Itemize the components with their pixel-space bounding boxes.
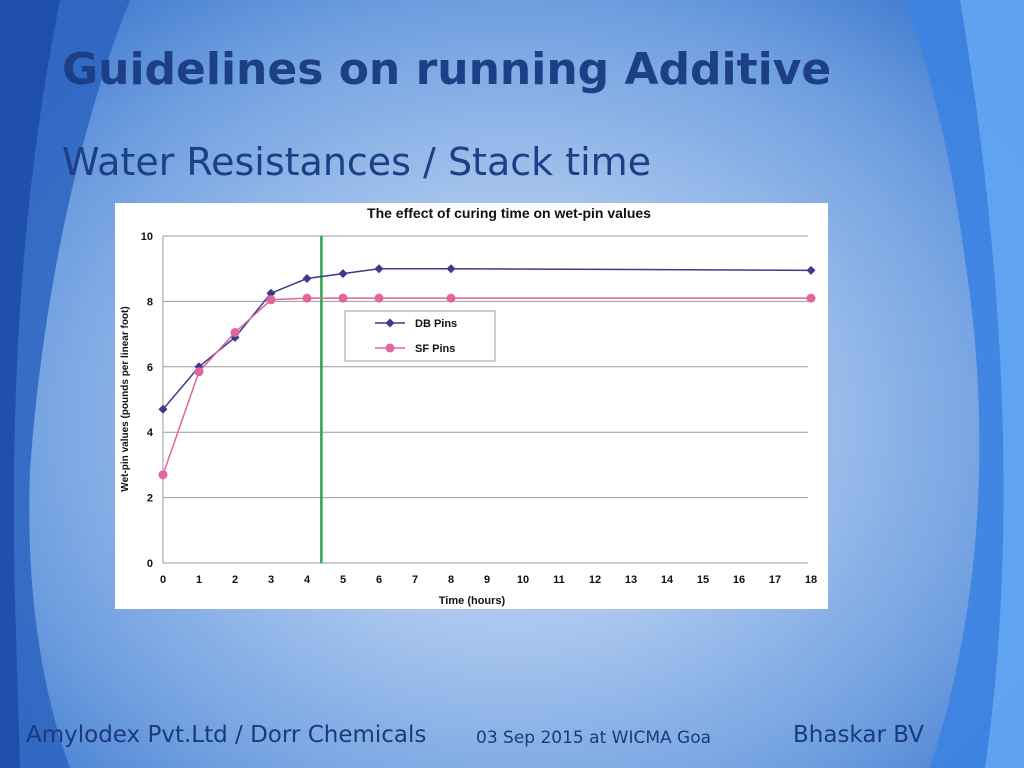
x-tick-label-13: 13 (625, 574, 637, 586)
x-tick-label-1: 1 (196, 574, 202, 586)
legend-marker-db-pins (385, 318, 395, 328)
x-tick-label-11: 11 (553, 574, 565, 586)
legend-marker-sf-pins (385, 343, 395, 353)
x-tick-label-9: 9 (484, 574, 490, 586)
y-tick-label-6: 6 (147, 362, 153, 374)
x-tick-label-12: 12 (589, 574, 601, 586)
chart-panel: The effect of curing time on wet-pin val… (115, 203, 828, 609)
point-sf-pins-1 (194, 367, 204, 377)
legend-label-sf-pins: SF Pins (415, 343, 455, 355)
wet-pin-chart: The effect of curing time on wet-pin val… (120, 205, 817, 607)
point-db-pins-18 (806, 265, 816, 275)
footer-company: Amylodex Pvt.Ltd / Dorr Chemicals (26, 722, 427, 748)
point-sf-pins-5 (338, 293, 348, 303)
point-db-pins-6 (374, 264, 384, 274)
x-tick-label-5: 5 (340, 574, 346, 586)
x-tick-label-18: 18 (805, 574, 817, 586)
y-tick-label-8: 8 (147, 296, 153, 308)
point-db-pins-0 (158, 404, 168, 414)
y-tick-label-2: 2 (147, 493, 153, 505)
x-tick-label-17: 17 (769, 574, 781, 586)
point-sf-pins-4 (302, 293, 312, 303)
legend-box (344, 310, 496, 362)
y-tick-label-4: 4 (147, 427, 154, 439)
point-sf-pins-6 (374, 293, 384, 303)
footer-author: Bhaskar BV (793, 722, 925, 748)
point-db-pins-3 (266, 288, 276, 298)
x-tick-labels: 0 1 2 3 4 5 6 7 8 9 10 11 12 13 14 15 16 17 18 (160, 574, 817, 586)
x-axis-label: Time (hours) (439, 595, 506, 607)
chart-title: The effect of curing time on wet-pin val… (367, 205, 651, 221)
point-sf-pins-0 (158, 470, 168, 480)
chart-series (158, 264, 816, 480)
x-tick-label-8: 8 (448, 574, 454, 586)
point-sf-pins-18 (806, 293, 816, 303)
point-db-pins-4 (302, 274, 312, 284)
x-tick-label-6: 6 (376, 574, 382, 586)
slide-title: Guidelines on running Additive (62, 44, 832, 95)
point-db-pins-8 (446, 264, 456, 274)
x-tick-label-16: 16 (733, 574, 745, 586)
y-tick-label-0: 0 (147, 558, 153, 570)
x-tick-label-4: 4 (304, 574, 311, 586)
slide-subtitle: Water Resistances / Stack time (62, 140, 652, 184)
x-tick-label-0: 0 (160, 574, 166, 586)
legend-label-db-pins: DB Pins (415, 318, 457, 330)
x-tick-label-3: 3 (268, 574, 274, 586)
point-sf-pins-8 (446, 293, 456, 303)
x-tick-label-7: 7 (412, 574, 418, 586)
chart-legend: DB Pins SF Pins (344, 310, 496, 362)
footer-event: 03 Sep 2015 at WICMA Goa (476, 728, 712, 748)
x-tick-label-15: 15 (697, 574, 709, 586)
point-db-pins-5 (338, 269, 348, 279)
y-tick-labels: 0 2 4 6 8 10 (141, 231, 154, 570)
chart-gridlines (162, 235, 808, 564)
x-tick-label-14: 14 (661, 574, 674, 586)
x-tick-label-2: 2 (232, 574, 238, 586)
point-sf-pins-3 (266, 295, 276, 305)
y-tick-label-10: 10 (141, 231, 153, 243)
y-axis-label: Wet-pin values (pounds per linear foot) (120, 306, 131, 491)
point-sf-pins-2 (230, 327, 240, 337)
x-tick-label-10: 10 (517, 574, 529, 586)
